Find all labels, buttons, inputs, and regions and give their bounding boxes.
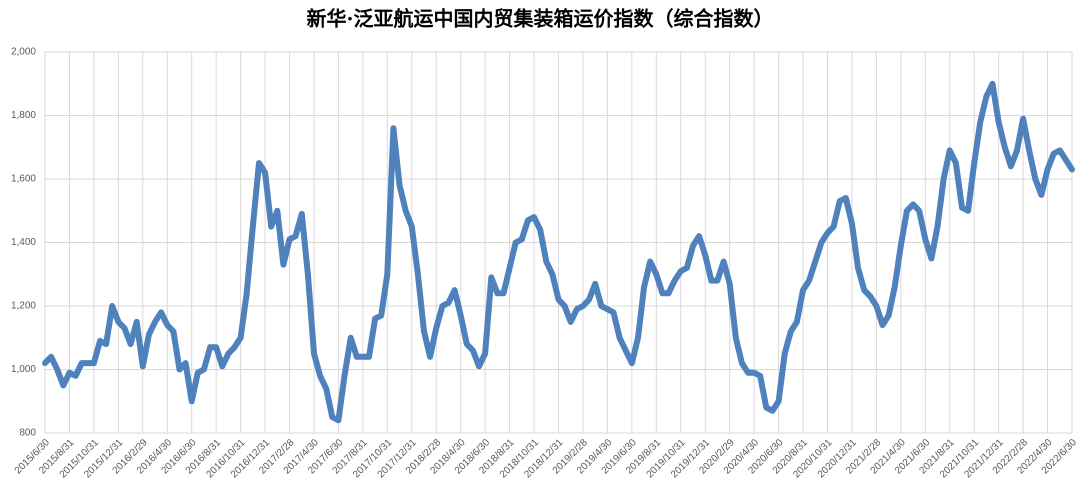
y-tick-label: 1,800 [11, 110, 36, 121]
data-line [42, 80, 1075, 424]
y-tick-label: 800 [19, 428, 36, 439]
chart-title: 新华·泛亚航运中国内贸集装箱运价指数（综合指数） [307, 7, 774, 31]
y-tick-label: 2,000 [11, 47, 36, 58]
y-tick-label: 1,000 [11, 364, 36, 375]
y-tick-label: 1,600 [11, 174, 36, 185]
y-tick-label: 1,400 [11, 237, 36, 248]
y-tick-label: 1,200 [11, 301, 36, 312]
